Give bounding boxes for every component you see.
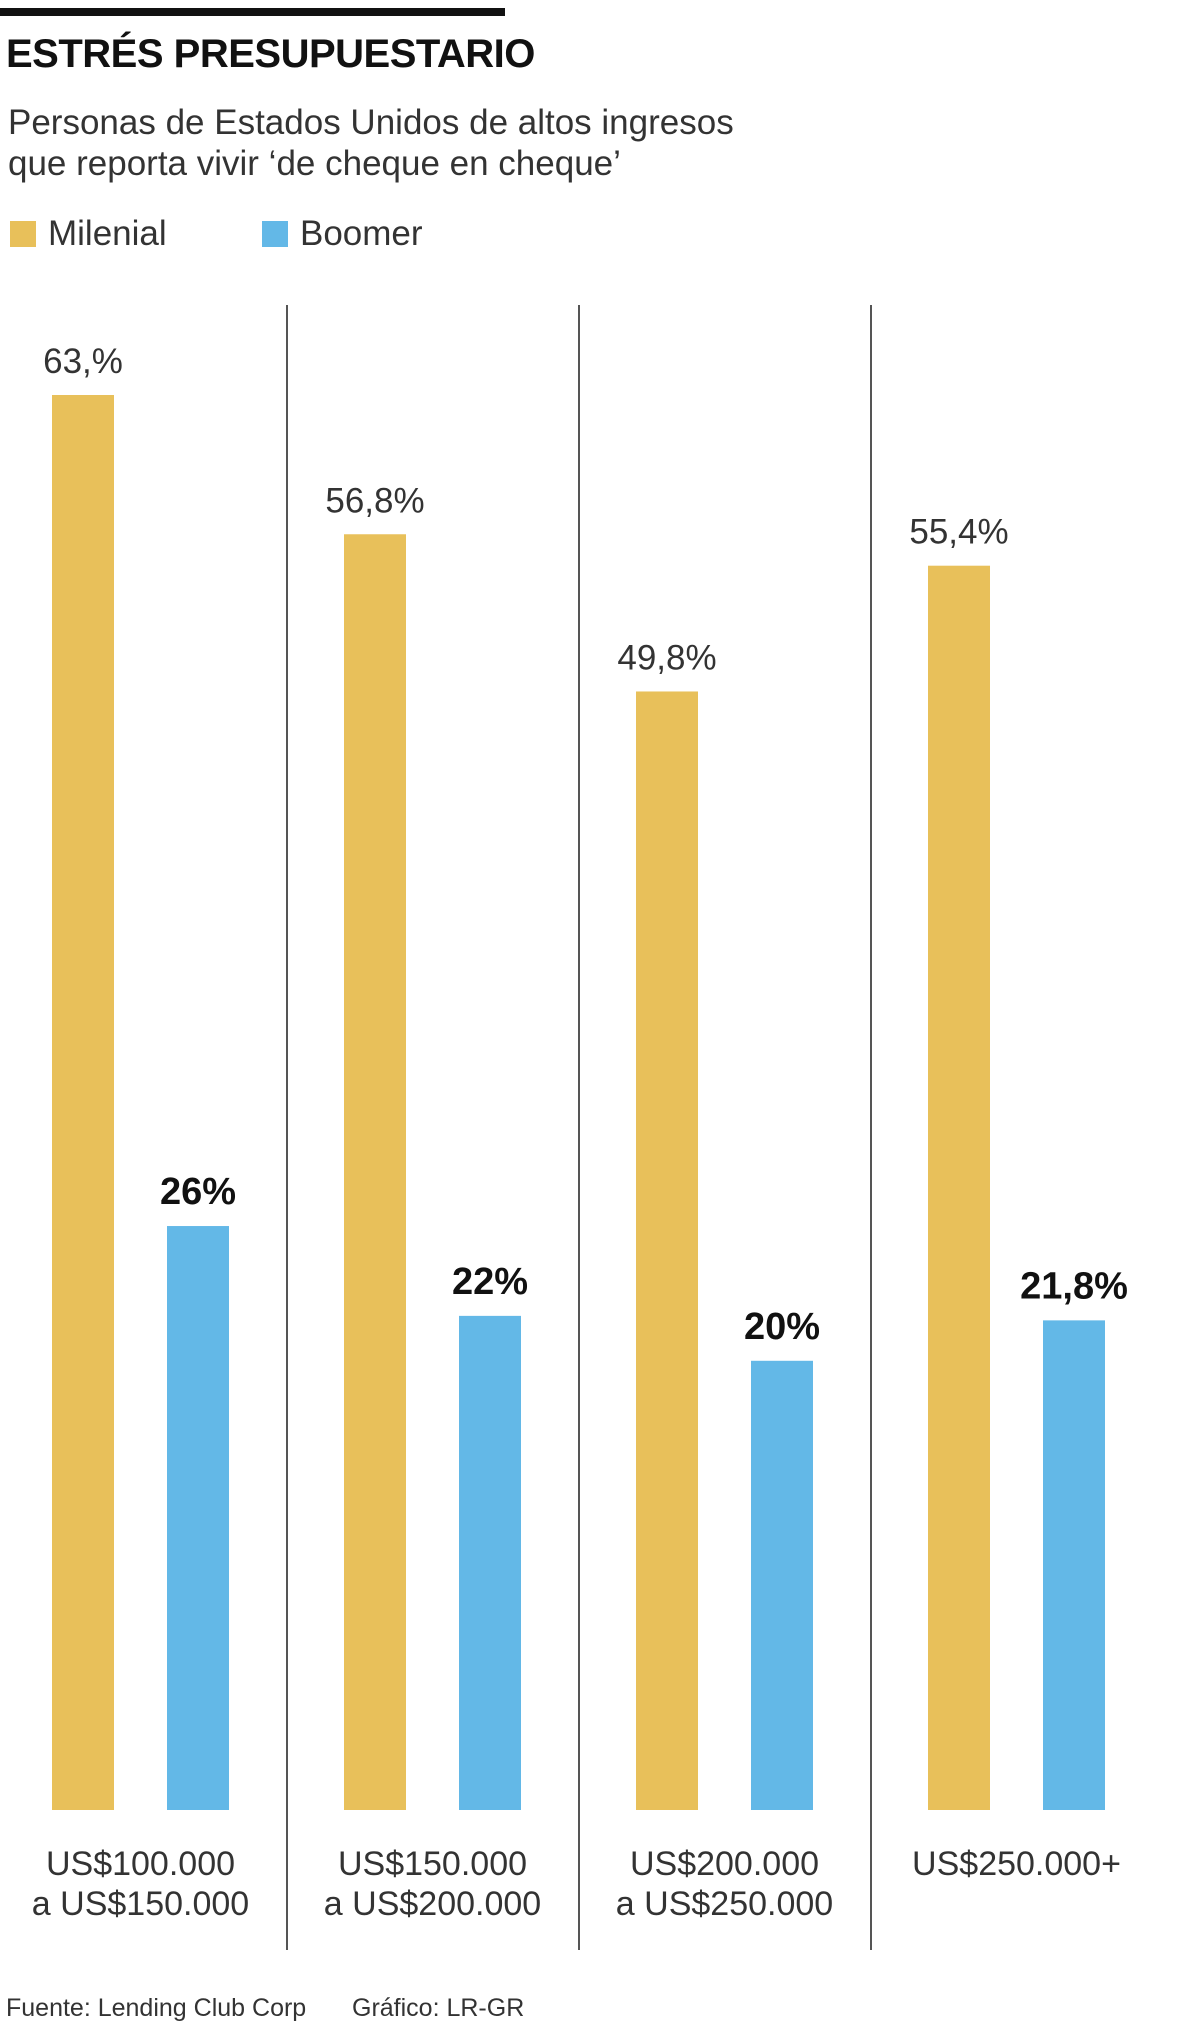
bar-milenial (344, 534, 406, 1811)
category-label: a US$200.000 (324, 1885, 541, 1923)
data-label-milenial: 56,8% (325, 481, 424, 520)
bar-boomer (167, 1226, 229, 1810)
legend-swatch-boomer (262, 221, 288, 247)
bar-boomer (751, 1360, 813, 1810)
subtitle-line-1: Personas de Estados Unidos de altos ingr… (8, 103, 734, 142)
legend-item-milenial: Milenial (10, 214, 167, 254)
legend-swatch-milenial (10, 221, 36, 247)
data-label-boomer: 21,8% (1020, 1265, 1128, 1307)
legend-item-boomer: Boomer (262, 214, 423, 254)
category-label: a US$250.000 (616, 1885, 833, 1923)
data-label-milenial: 63,% (43, 342, 123, 381)
legend-label-boomer: Boomer (300, 214, 423, 253)
chart-subtitle: Personas de Estados Unidos de altos ingr… (8, 102, 734, 184)
bar-milenial (928, 565, 990, 1810)
data-label-boomer: 20% (744, 1306, 820, 1348)
subtitle-line-2: que reporta vivir ‘de cheque en cheque’ (8, 144, 621, 183)
category-label: US$250.000+ (912, 1845, 1121, 1883)
bar-boomer (459, 1315, 521, 1810)
data-label-milenial: 55,4% (909, 513, 1008, 552)
data-label-boomer: 22% (452, 1261, 528, 1303)
top-rule (0, 8, 505, 16)
footer-credit: Gráfico: LR-GR (352, 1994, 525, 2022)
category-label: a US$150.000 (32, 1885, 249, 1923)
bar-boomer (1043, 1320, 1105, 1810)
category-label: US$100.000 (46, 1845, 235, 1883)
bar-milenial (636, 691, 698, 1810)
footer-source: Fuente: Lending Club Corp (6, 1994, 307, 2022)
data-label-boomer: 26% (160, 1171, 236, 1213)
category-label: US$200.000 (630, 1845, 819, 1883)
bar-milenial (52, 395, 114, 1810)
legend-label-milenial: Milenial (48, 214, 167, 253)
data-label-milenial: 49,8% (617, 638, 716, 677)
category-label: US$150.000 (338, 1845, 527, 1883)
chart-title: ESTRÉS PRESUPUESTARIO (6, 32, 535, 76)
